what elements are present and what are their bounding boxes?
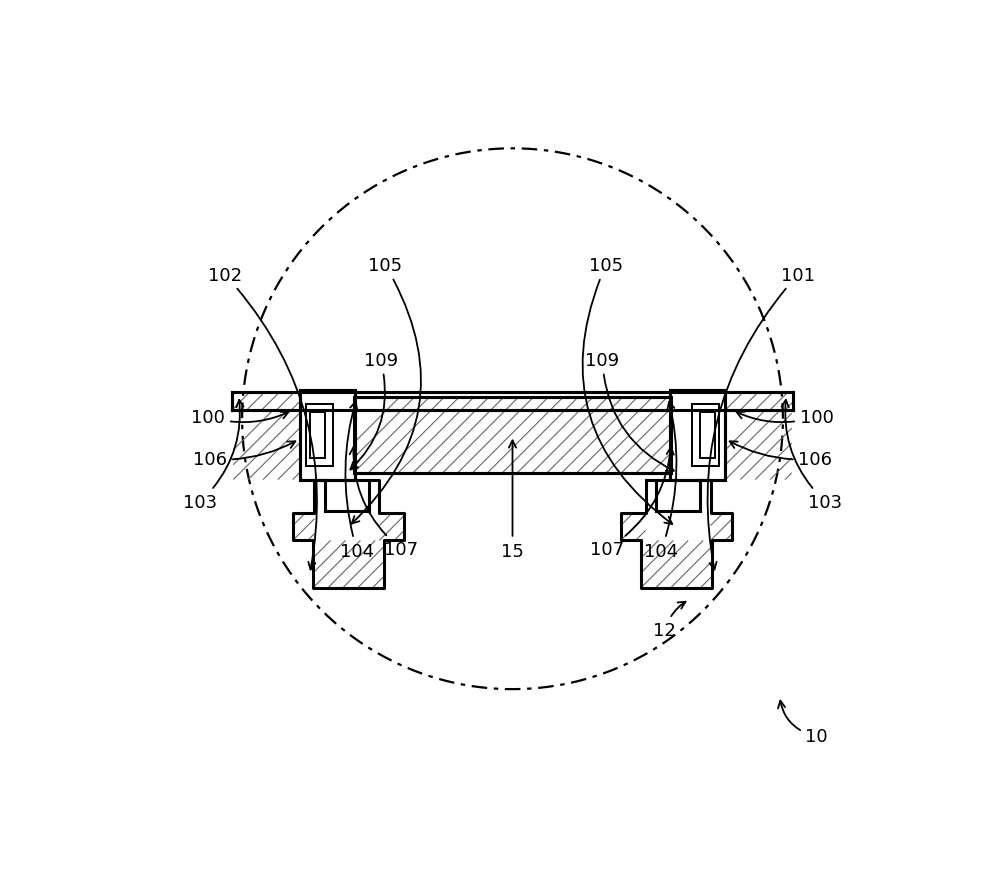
Bar — [302, 393, 353, 478]
Bar — [306, 404, 333, 467]
Bar — [300, 391, 355, 480]
Text: 12: 12 — [653, 602, 686, 639]
Text: 101: 101 — [708, 267, 815, 570]
Bar — [354, 397, 671, 474]
Bar — [692, 404, 719, 467]
Bar — [670, 391, 725, 480]
Text: 105: 105 — [583, 257, 672, 524]
Text: 105: 105 — [352, 257, 421, 524]
Text: 102: 102 — [208, 267, 317, 570]
Text: 100: 100 — [737, 408, 834, 426]
Bar — [354, 397, 671, 474]
Text: 10: 10 — [778, 701, 828, 745]
Text: 107: 107 — [590, 447, 674, 559]
Bar — [306, 404, 333, 467]
Bar — [700, 412, 715, 459]
Bar — [354, 397, 671, 474]
Bar — [300, 391, 355, 480]
Bar — [700, 412, 715, 459]
Text: 15: 15 — [501, 441, 524, 560]
Bar — [692, 404, 719, 467]
Bar — [670, 391, 725, 480]
Text: 106: 106 — [730, 442, 832, 469]
Text: 106: 106 — [193, 442, 295, 469]
Text: 100: 100 — [191, 408, 288, 426]
Text: 103: 103 — [183, 401, 244, 511]
Text: 103: 103 — [782, 401, 843, 511]
Bar — [310, 412, 325, 459]
Bar — [310, 412, 325, 459]
Text: 109: 109 — [350, 352, 398, 470]
Text: 107: 107 — [350, 447, 418, 559]
Text: 109: 109 — [585, 352, 674, 471]
Bar — [670, 391, 725, 480]
Bar — [672, 393, 723, 478]
Text: 104: 104 — [340, 403, 374, 560]
Text: 104: 104 — [644, 403, 678, 560]
Bar — [300, 391, 355, 480]
